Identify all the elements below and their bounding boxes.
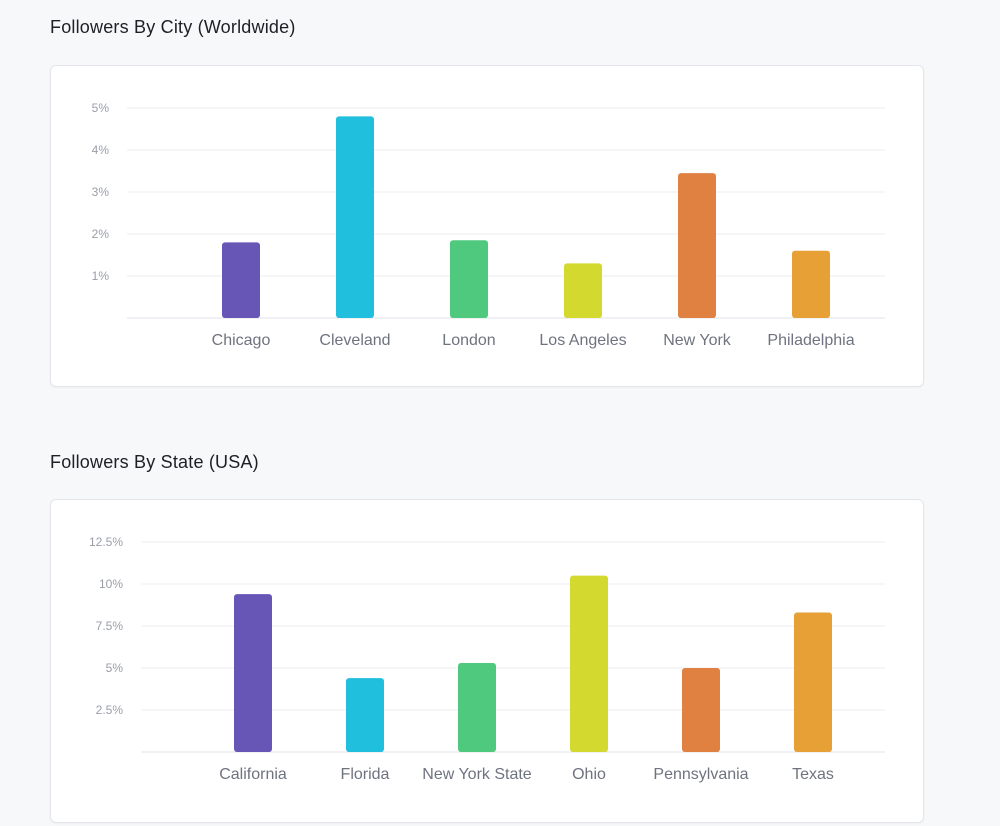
section-title-city: Followers By City (Worldwide)	[50, 17, 296, 37]
category-label: Chicago	[212, 332, 271, 349]
chart-card-state: 2.5% 5% 7.5% 10% 12.5% California Florida New Y…	[50, 499, 924, 823]
y-tick-label: 5%	[92, 101, 110, 115]
bar-california[interactable]	[234, 594, 272, 752]
category-label: Texas	[792, 766, 834, 783]
category-label: New York State	[422, 766, 532, 783]
category-label: London	[442, 332, 495, 349]
y-tick-label: 2.5%	[96, 703, 124, 717]
y-tick-label: 7.5%	[96, 619, 124, 633]
category-label: New York	[663, 332, 732, 349]
bar-london[interactable]	[450, 240, 488, 318]
y-tick-label: 1%	[92, 269, 110, 283]
bar-florida[interactable]	[346, 678, 384, 752]
bar-chart-state: 2.5% 5% 7.5% 10% 12.5% California Florida New Y…	[89, 535, 885, 783]
y-tick-label: 10%	[99, 577, 123, 591]
category-label: Florida	[341, 766, 390, 783]
section-title-state: Followers By State (USA)	[50, 452, 259, 472]
category-label: Pennsylvania	[653, 766, 748, 783]
category-label: Ohio	[572, 766, 606, 783]
y-tick-label: 4%	[92, 143, 110, 157]
category-label: Cleveland	[319, 332, 390, 349]
bar-cleveland[interactable]	[336, 116, 374, 319]
bar-pennsylvania[interactable]	[682, 668, 720, 752]
bar-philadelphia[interactable]	[792, 250, 830, 318]
y-tick-label: 5%	[106, 661, 124, 675]
bar-ohio[interactable]	[570, 575, 608, 752]
category-label: California	[219, 766, 287, 783]
bar-new-york-state[interactable]	[458, 662, 496, 752]
y-tick-label: 2%	[92, 227, 110, 241]
category-label: Philadelphia	[767, 332, 854, 349]
bar-chicago[interactable]	[222, 242, 260, 318]
bar-los-angeles[interactable]	[564, 263, 602, 318]
y-tick-label: 12.5%	[89, 535, 123, 549]
chart-card-city: 1% 2% 3% 4% 5% Chicago Cleveland London Los Ange…	[50, 65, 924, 387]
y-tick-label: 3%	[92, 185, 110, 199]
bar-new-york[interactable]	[678, 173, 716, 318]
bar-chart-city: 1% 2% 3% 4% 5% Chicago Cleveland London Los Ange…	[92, 101, 885, 349]
category-label: Los Angeles	[539, 332, 626, 349]
bar-texas[interactable]	[794, 612, 832, 752]
